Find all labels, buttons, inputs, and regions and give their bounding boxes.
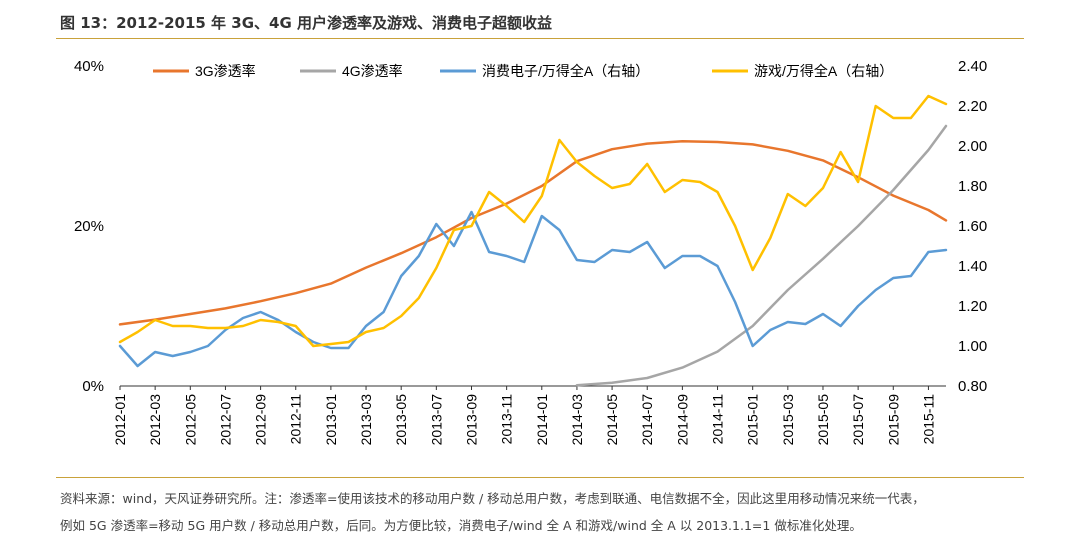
x-tick-label: 2012-05: [182, 394, 198, 446]
x-tick-label: 2013-11: [499, 394, 515, 445]
x-tick-label: 2014-01: [534, 394, 550, 446]
right-y-tick-label: 1.40: [958, 258, 987, 275]
x-tick-label: 2013-05: [393, 394, 409, 446]
left-y-tick-label: 40%: [74, 58, 104, 75]
x-tick-label: 2014-11: [710, 394, 726, 445]
x-tick-label: 2015-09: [885, 394, 901, 446]
source-note-line-2: 例如 5G 渗透率=移动 5G 用户数 / 移动总用户数，后同。为方便比较，消费…: [60, 518, 862, 533]
x-tick-label: 2014-05: [604, 394, 620, 446]
x-tick-label: 2012-09: [253, 394, 269, 446]
notes-rule: [56, 477, 1024, 478]
x-tick-label: 2012-01: [112, 394, 128, 446]
chart-series: [118, 94, 948, 387]
line-chart: 0% 20% 40% 0.80 1.00 1.20 1.40 1.60 1.80 2.00 2.20…: [74, 58, 987, 445]
right-y-tick-label: 2.20: [958, 98, 987, 115]
series-line-2: [575, 124, 948, 387]
x-tick-label: 2013-01: [323, 394, 339, 446]
x-tick-label: 2014-07: [639, 394, 655, 446]
x-tick-label: 2015-03: [780, 394, 796, 446]
legend-label-2: 4G渗透率: [342, 63, 403, 79]
figure-title: 图 13：2012-2015 年 3G、4G 用户渗透率及游戏、消费电子超额收益: [60, 14, 552, 32]
right-y-tick-label: 1.20: [958, 298, 987, 315]
legend-label-3: 消费电子/万得全A（右轴）: [482, 63, 649, 79]
x-tick-label: 2014-09: [674, 394, 690, 446]
series-line-1: [118, 139, 948, 326]
x-tick-label: 2012-03: [147, 394, 163, 446]
right-y-tick-label: 2.40: [958, 58, 987, 75]
x-tick-label: 2013-07: [428, 394, 444, 446]
x-tick-label: 2012-07: [217, 394, 233, 446]
right-y-tick-label: 1.60: [958, 218, 987, 235]
x-tick-label: 2015-01: [745, 394, 761, 446]
x-tick-label: 2013-03: [358, 394, 374, 446]
right-y-tick-label: 2.00: [958, 138, 987, 155]
source-note-line-1: 资料来源：wind，天风证券研究所。注：渗透率=使用该技术的移动用户数 / 移动…: [60, 491, 925, 506]
series-line-3: [118, 210, 948, 368]
series-line-4: [118, 94, 948, 348]
left-y-tick-label: 20%: [74, 218, 104, 235]
x-tick-label: 2015-11: [920, 394, 936, 445]
chart-axes: 0% 20% 40% 0.80 1.00 1.20 1.40 1.60 1.80 2.00 2.20…: [74, 58, 987, 445]
right-y-tick-label: 1.00: [958, 338, 987, 355]
title-rule: [56, 38, 1024, 39]
right-y-tick-label: 1.80: [958, 178, 987, 195]
x-tick-label: 2015-05: [815, 394, 831, 446]
legend-label-4: 游戏/万得全A（右轴）: [754, 63, 893, 79]
legend-label-1: 3G渗透率: [195, 63, 256, 79]
x-tick-label: 2013-09: [463, 394, 479, 446]
x-tick-label: 2014-03: [569, 394, 585, 446]
right-y-tick-label: 0.80: [958, 378, 987, 395]
x-tick-label: 2012-11: [288, 394, 304, 445]
left-y-tick-label: 0%: [82, 378, 104, 395]
x-tick-label: 2015-07: [850, 394, 866, 446]
chart-legend: 3G渗透率 4G渗透率 消费电子/万得全A（右轴） 游戏/万得全A（右轴）: [153, 63, 893, 79]
